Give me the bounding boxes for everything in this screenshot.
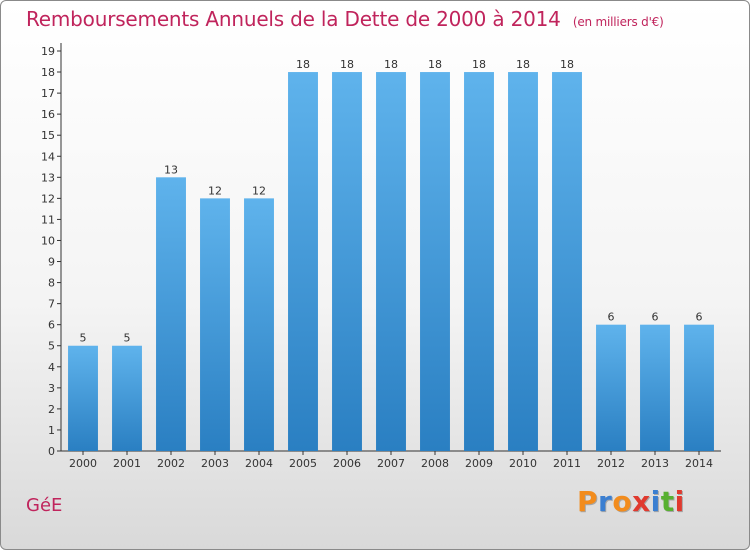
x-tick-label: 2005 (289, 457, 317, 470)
y-tick-label: 16 (41, 108, 55, 121)
x-tick-label: 2002 (157, 457, 185, 470)
x-tick-label: 2010 (509, 457, 537, 470)
bar (464, 72, 494, 451)
chart-title: Remboursements Annuels de la Dette de 20… (26, 7, 664, 31)
bar (508, 72, 538, 451)
bar (420, 72, 450, 451)
bar-value-label: 18 (560, 58, 574, 71)
bar (684, 324, 714, 451)
chart-title-text: Remboursements Annuels de la Dette de 20… (26, 7, 561, 31)
y-tick-label: 10 (41, 234, 55, 247)
bar-value-label: 6 (608, 311, 615, 324)
bar-value-label: 18 (472, 58, 486, 71)
bar-value-label: 6 (696, 311, 703, 324)
bar (288, 72, 318, 451)
y-tick-label: 8 (48, 277, 55, 290)
logo-letter: i (674, 485, 685, 518)
logo-letter: r (598, 485, 613, 518)
bar-value-label: 18 (516, 58, 530, 71)
x-tick-label: 2009 (465, 457, 493, 470)
bar (68, 345, 98, 451)
bar (332, 72, 362, 451)
x-tick-label: 2003 (201, 457, 229, 470)
x-tick-label: 2000 (69, 457, 97, 470)
y-tick-label: 5 (48, 340, 55, 353)
bar-value-label: 18 (428, 58, 442, 71)
bar (596, 324, 626, 451)
y-tick-label: 2 (48, 403, 55, 416)
bar (112, 345, 142, 451)
proxiti-logo: Proxiti (577, 485, 685, 518)
bar (200, 198, 230, 451)
bar (244, 198, 274, 451)
logo-letter: t (660, 485, 675, 518)
y-tick-label: 4 (48, 361, 55, 374)
y-tick-label: 18 (41, 66, 55, 79)
y-tick-label: 13 (41, 171, 55, 184)
x-tick-label: 2008 (421, 457, 449, 470)
bar-value-label: 13 (164, 163, 178, 176)
bar-value-label: 18 (340, 58, 354, 71)
y-tick-label: 11 (41, 213, 55, 226)
x-tick-label: 2007 (377, 457, 405, 470)
y-tick-label: 1 (48, 424, 55, 437)
bar-value-label: 6 (652, 311, 659, 324)
logo-letter: P (577, 485, 599, 518)
logo-letter: x (632, 485, 651, 518)
y-tick-label: 19 (41, 45, 55, 58)
logo-letter: o (612, 485, 633, 518)
y-tick-label: 9 (48, 256, 55, 269)
x-tick-label: 2001 (113, 457, 141, 470)
x-tick-label: 2011 (553, 457, 581, 470)
bar-value-label: 5 (80, 332, 87, 345)
y-tick-label: 6 (48, 319, 55, 332)
chart-unit: (en milliers d'€) (572, 15, 664, 29)
y-tick-label: 12 (41, 192, 55, 205)
bar (376, 72, 406, 451)
y-tick-label: 17 (41, 87, 55, 100)
y-tick-label: 14 (41, 150, 55, 163)
x-tick-label: 2004 (245, 457, 273, 470)
y-tick-label: 7 (48, 298, 55, 311)
x-tick-label: 2012 (597, 457, 625, 470)
y-tick-label: 0 (48, 445, 55, 458)
bar-value-label: 12 (208, 184, 222, 197)
bar-value-label: 18 (384, 58, 398, 71)
bar-value-label: 5 (124, 332, 131, 345)
commune-name: GéE (26, 495, 63, 516)
x-tick-label: 2013 (641, 457, 669, 470)
bar (640, 324, 670, 451)
bar (156, 177, 186, 451)
x-tick-label: 2006 (333, 457, 361, 470)
y-tick-label: 3 (48, 382, 55, 395)
bar-value-label: 12 (252, 184, 266, 197)
x-tick-label: 2014 (685, 457, 713, 470)
y-tick-label: 15 (41, 129, 55, 142)
bar (552, 72, 582, 451)
logo-letter: i (650, 485, 661, 518)
bar-value-label: 18 (296, 58, 310, 71)
